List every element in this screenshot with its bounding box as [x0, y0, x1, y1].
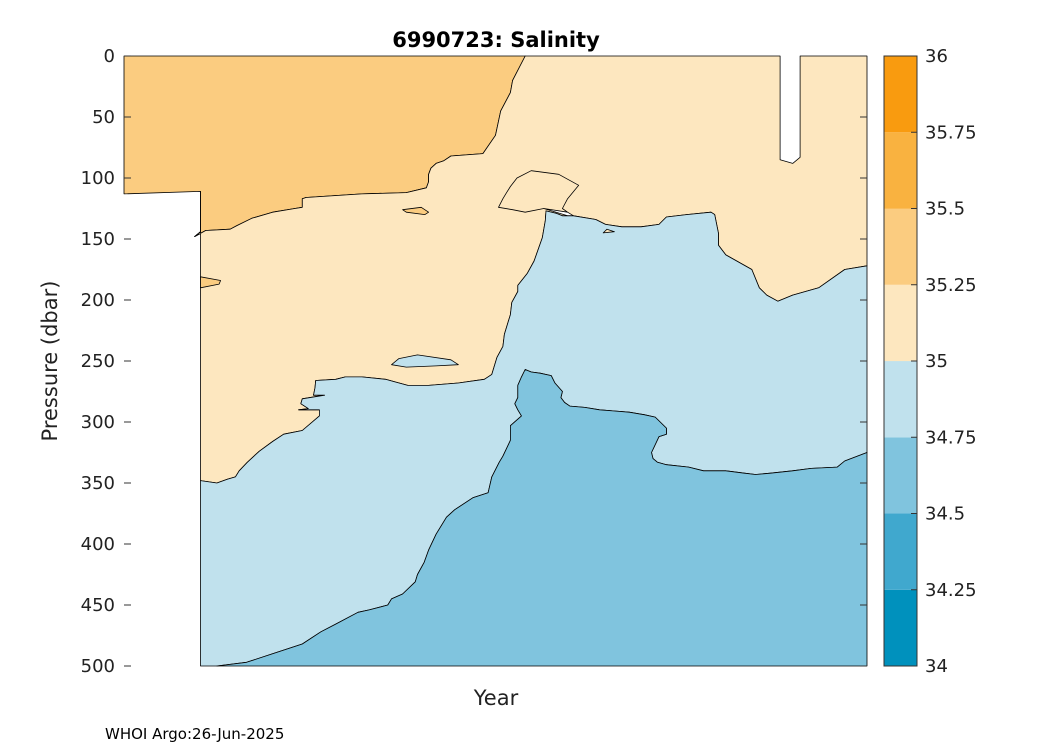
colorbar-segment: [884, 208, 917, 285]
colorbar-tick-label: 34: [925, 656, 948, 677]
y-axis-label: Pressure (dbar): [38, 281, 62, 442]
y-axis-ticks: 0 50 100 150 200 250 300 350 400 450 500: [81, 46, 867, 677]
contour-region-island-35.25-left: [200, 276, 222, 289]
colorbar-segment: [884, 132, 917, 209]
contour-region-island-35.25-mid: [402, 206, 430, 216]
colorbar-tick-label: 35.25: [925, 275, 977, 296]
y-tick-label: 450: [81, 595, 115, 616]
colorbar-segment: [884, 284, 917, 362]
y-tick-label: 0: [104, 46, 115, 67]
y-tick-label: 350: [81, 473, 115, 494]
y-tick-label: 300: [81, 412, 115, 433]
y-tick-label: 250: [81, 351, 115, 372]
footer-credit: WHOI Argo:26-Jun-2025: [105, 725, 285, 743]
colorbar-segment: [884, 513, 917, 590]
contour-region-island-35.0-low: [391, 354, 459, 368]
colorbar-tick-label: 34.75: [925, 427, 977, 448]
colorbar-segment: [884, 589, 917, 667]
colorbar-tick-label: 35.75: [925, 122, 977, 143]
colorbar-tick-label: 35.5: [925, 199, 965, 220]
colorbar-tick-label: 35: [925, 351, 948, 372]
y-tick-label: 400: [81, 534, 115, 555]
colorbar-tick-label: 34.25: [925, 580, 977, 601]
colorbar-tick-label: 34.5: [925, 504, 965, 525]
contour-regions: [123, 55, 868, 667]
y-tick-label: 500: [81, 656, 115, 677]
colorbar: 34 34.25 34.5 34.75 35 35.25 35.5 35.75 36: [883, 46, 977, 677]
y-tick-label: 100: [81, 168, 115, 189]
x-axis-label: Year: [473, 686, 519, 710]
contour-region-34.5-34.75: [216, 369, 868, 667]
y-tick-label: 150: [81, 229, 115, 250]
y-tick-label: 200: [81, 290, 115, 311]
colorbar-segment: [884, 437, 917, 514]
contour-region-island-35.0-small: [602, 228, 615, 234]
colorbar-segment: [884, 361, 917, 438]
chart-title: 6990723: Salinity: [392, 28, 600, 52]
y-tick-label: 50: [92, 107, 115, 128]
colorbar-tick-label: 36: [925, 46, 948, 67]
colorbar-segment: [884, 56, 917, 133]
